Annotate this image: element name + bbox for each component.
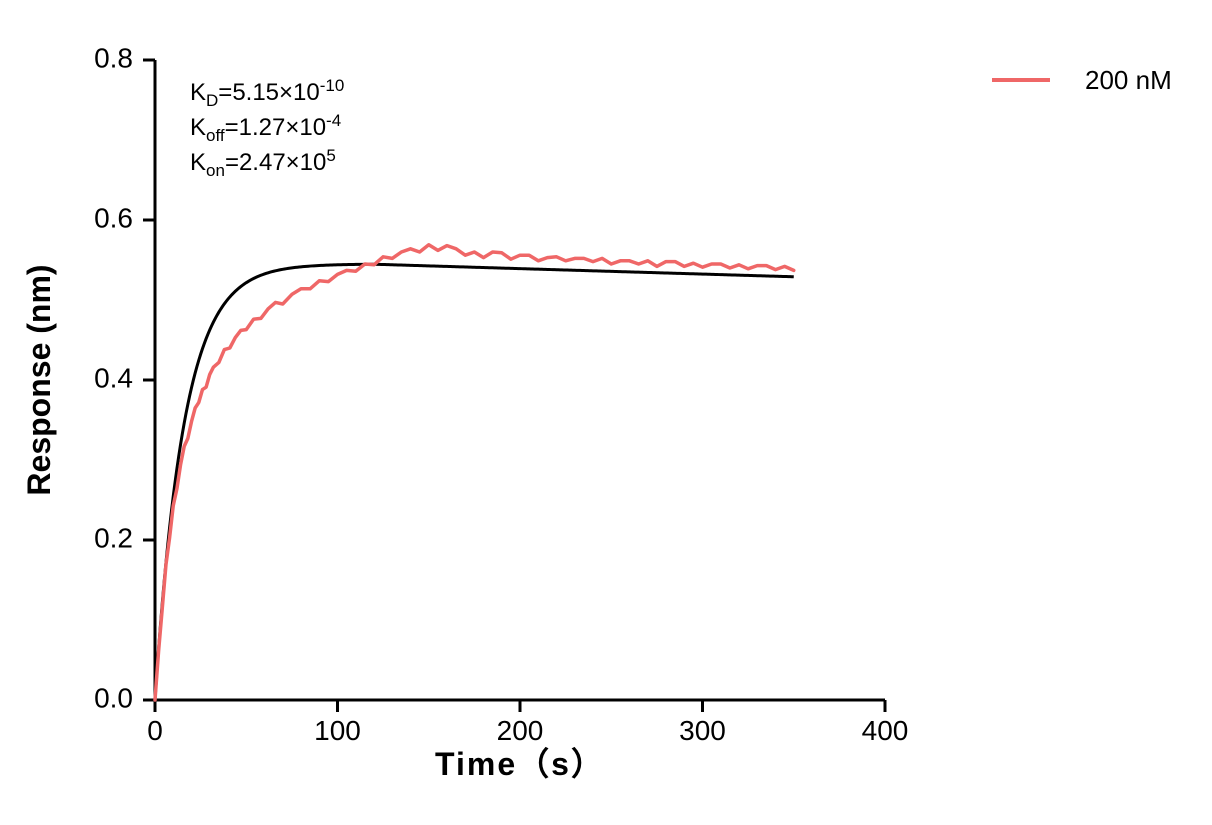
x-tick-label: 0 (147, 715, 163, 746)
kd-annotation: KD=5.15×10-10 (190, 76, 344, 110)
data-curve-200nm (155, 245, 794, 700)
legend: 200 nM (992, 65, 1172, 95)
series (155, 245, 794, 700)
x-tick-label: 100 (314, 715, 361, 746)
fit-curve (155, 264, 794, 700)
kon-annotation: Kon=2.47×105 (190, 146, 336, 180)
x-tick-label: 300 (679, 715, 726, 746)
y-tick-label: 0.0 (94, 682, 133, 713)
tick-labels: 0.0 0.2 0.4 0.6 0.8 0 100 200 300 400 (94, 42, 908, 746)
x-tick-label: 400 (862, 715, 909, 746)
legend-label: 200 nM (1085, 65, 1172, 95)
y-axis-label: Response (nm) (21, 264, 57, 495)
koff-annotation: Koff=1.27×10-4 (190, 111, 341, 145)
y-tick-label: 0.2 (94, 522, 133, 553)
binding-kinetics-chart: 0.0 0.2 0.4 0.6 0.8 0 100 200 300 400 Response (n… (0, 0, 1212, 825)
y-tick-label: 0.8 (94, 42, 133, 73)
x-tick-label: 200 (497, 715, 544, 746)
chart-svg: 0.0 0.2 0.4 0.6 0.8 0 100 200 300 400 Response (n… (0, 0, 1212, 825)
y-tick-label: 0.6 (94, 202, 133, 233)
kinetic-constants-annotation: KD=5.15×10-10 Koff=1.27×10-4 Kon=2.47×10… (190, 76, 344, 180)
y-tick-label: 0.4 (94, 362, 133, 393)
x-axis-label: Time（s） (435, 746, 605, 782)
